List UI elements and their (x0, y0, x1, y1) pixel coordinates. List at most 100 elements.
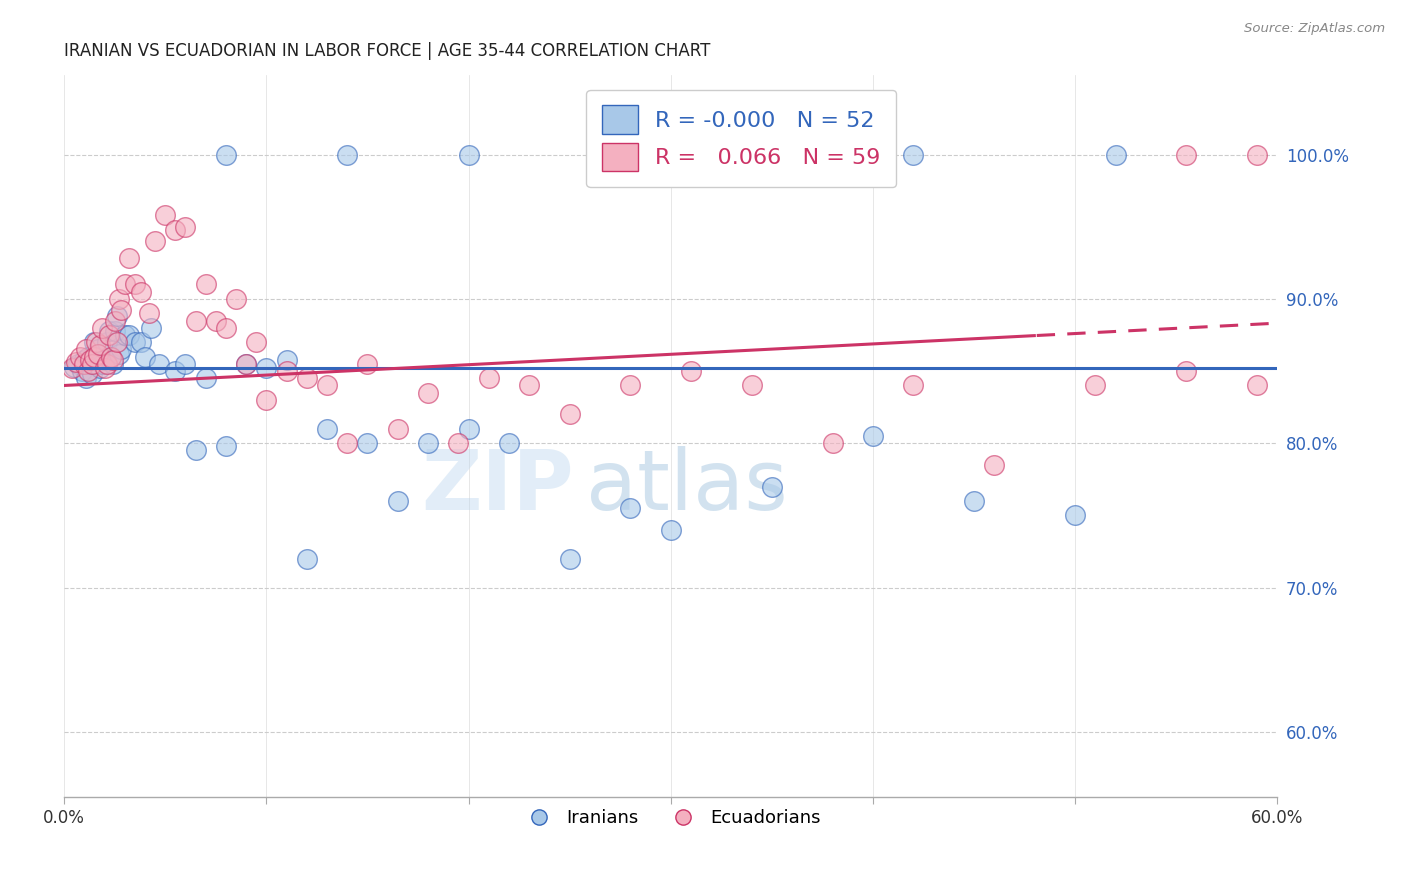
Point (447, 436, 470, 450)
Point (387, 422, 409, 436)
Point (478, 371, 501, 385)
Point (356, 436, 378, 450)
Point (82, 357, 104, 371)
Point (862, 429, 884, 443)
Point (903, 378, 925, 392)
Point (184, 313, 207, 327)
Point (73, 357, 96, 371)
Point (659, 523, 682, 537)
Point (1105, 147, 1128, 161)
Point (104, 324, 127, 338)
Point (107, 292, 129, 306)
Point (387, 494, 409, 508)
Point (558, 551, 581, 566)
Point (104, 313, 127, 327)
Point (619, 501, 641, 516)
Point (96, 335, 118, 350)
Point (174, 219, 197, 234)
Point (143, 234, 166, 248)
Point (75, 371, 97, 385)
Point (75, 343, 97, 357)
Point (97, 328, 120, 343)
Point (82, 367, 104, 381)
Point (679, 364, 702, 378)
Point (124, 335, 146, 350)
Point (87, 343, 110, 357)
Point (73, 352, 96, 367)
Point (245, 335, 267, 350)
Point (194, 371, 217, 385)
Point (60, 361, 83, 376)
Point (134, 350, 156, 364)
Point (254, 361, 277, 376)
Point (101, 357, 124, 371)
Point (215, 147, 238, 161)
Point (1246, 378, 1268, 392)
Point (118, 252, 141, 266)
Point (165, 364, 187, 378)
Point (235, 357, 257, 371)
Point (86, 350, 108, 364)
Point (96, 357, 118, 371)
Point (100, 350, 122, 364)
Point (129, 285, 152, 299)
Point (215, 320, 238, 334)
Point (91, 357, 114, 371)
Point (124, 277, 146, 292)
Point (174, 357, 197, 371)
Point (184, 443, 207, 458)
Text: IRANIAN VS ECUADORIAN IN LABOR FORCE | AGE 35-44 CORRELATION CHART: IRANIAN VS ECUADORIAN IN LABOR FORCE | A… (65, 42, 710, 60)
Point (619, 147, 641, 161)
Point (295, 551, 318, 566)
Point (77, 364, 100, 378)
Point (86, 335, 108, 350)
Point (89, 338, 111, 352)
Point (276, 364, 298, 378)
Point (1064, 508, 1087, 523)
Point (983, 458, 1005, 472)
Point (416, 385, 439, 400)
Point (110, 343, 132, 357)
Point (316, 422, 339, 436)
Point (93, 352, 115, 367)
Point (129, 335, 152, 350)
Point (79, 357, 101, 371)
Point (336, 147, 359, 161)
Point (741, 378, 763, 392)
Point (165, 222, 187, 236)
Point (457, 147, 479, 161)
Text: atlas: atlas (586, 446, 787, 527)
Point (65, 355, 87, 369)
Point (254, 392, 277, 407)
Point (139, 320, 162, 334)
Point (118, 328, 141, 343)
Point (107, 347, 129, 361)
Point (903, 147, 925, 161)
Point (235, 357, 257, 371)
Text: Source: ZipAtlas.com: Source: ZipAtlas.com (1244, 22, 1385, 36)
Point (761, 479, 783, 493)
Point (69, 350, 91, 364)
Point (1175, 147, 1198, 161)
Point (316, 378, 339, 392)
Point (79, 352, 101, 367)
Point (416, 436, 439, 450)
Point (276, 352, 298, 367)
Point (114, 328, 136, 343)
Point (498, 436, 520, 450)
Legend: Iranians, Ecuadorians: Iranians, Ecuadorians (513, 802, 828, 835)
Point (83, 357, 105, 371)
Point (63, 359, 86, 374)
Point (356, 357, 378, 371)
Point (97, 324, 120, 338)
Point (138, 306, 160, 320)
Point (194, 277, 217, 292)
Point (619, 378, 641, 392)
Text: ZIP: ZIP (422, 446, 574, 527)
Point (89, 361, 111, 376)
Point (114, 277, 136, 292)
Point (336, 436, 359, 450)
Point (215, 439, 238, 453)
Point (93, 361, 115, 376)
Point (963, 494, 986, 508)
